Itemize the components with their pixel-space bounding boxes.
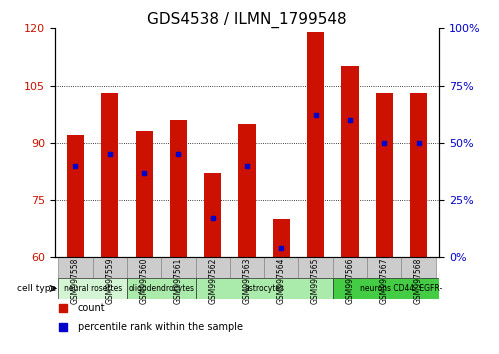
Bar: [196, 257, 230, 278]
Text: GSM997558: GSM997558: [71, 258, 80, 304]
Text: GSM997561: GSM997561: [174, 258, 183, 304]
Title: GDS4538 / ILMN_1799548: GDS4538 / ILMN_1799548: [147, 12, 347, 28]
Bar: [170, 120, 187, 257]
Bar: [410, 93, 427, 257]
Text: GSM997568: GSM997568: [414, 258, 423, 304]
Bar: [204, 173, 221, 257]
Bar: [307, 32, 324, 257]
Bar: [127, 257, 161, 278]
Text: percentile rank within the sample: percentile rank within the sample: [78, 322, 243, 332]
Bar: [367, 257, 401, 278]
Bar: [58, 257, 93, 278]
Text: oligodendrocytes: oligodendrocytes: [128, 284, 194, 293]
Text: astrocytes: astrocytes: [244, 284, 284, 293]
Text: neurons CD44- EGFR-: neurons CD44- EGFR-: [360, 284, 443, 293]
Bar: [376, 93, 393, 257]
Bar: [341, 67, 358, 257]
Text: GSM997565: GSM997565: [311, 258, 320, 304]
Text: GSM997567: GSM997567: [380, 258, 389, 304]
Text: GSM997566: GSM997566: [345, 258, 354, 304]
Text: GSM997564: GSM997564: [277, 258, 286, 304]
Bar: [333, 278, 470, 299]
Bar: [127, 278, 196, 299]
Bar: [401, 257, 436, 278]
Text: GSM997559: GSM997559: [105, 258, 114, 304]
Bar: [230, 257, 264, 278]
Bar: [67, 135, 84, 257]
Text: count: count: [78, 303, 106, 313]
Bar: [333, 257, 367, 278]
Text: GSM997562: GSM997562: [208, 258, 217, 304]
Bar: [101, 93, 118, 257]
Bar: [196, 278, 333, 299]
Bar: [298, 257, 333, 278]
Bar: [136, 131, 153, 257]
Bar: [239, 124, 255, 257]
Bar: [93, 257, 127, 278]
Text: GSM997560: GSM997560: [140, 258, 149, 304]
Bar: [264, 257, 298, 278]
Bar: [273, 219, 290, 257]
Bar: [161, 257, 196, 278]
Text: cell type: cell type: [17, 284, 56, 293]
Text: GSM997563: GSM997563: [243, 258, 251, 304]
Text: neural rosettes: neural rosettes: [63, 284, 122, 293]
Bar: [58, 278, 127, 299]
